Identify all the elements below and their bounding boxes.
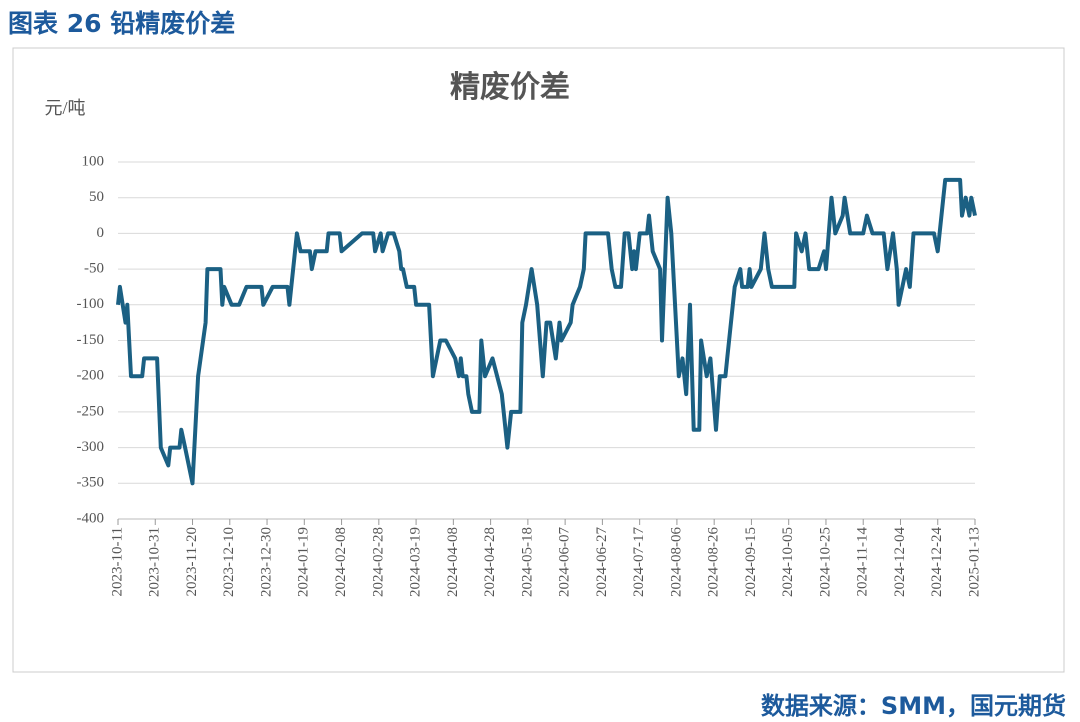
x-tick-label: 2024-12-24 xyxy=(929,527,945,597)
y-tick-label: -400 xyxy=(77,510,105,526)
x-tick-label: 2024-08-26 xyxy=(706,527,722,597)
x-tick-label: 2023-11-20 xyxy=(184,527,200,596)
y-tick-label: -250 xyxy=(77,403,105,419)
chart-title: 精废价差 xyxy=(450,71,570,104)
x-tick-label: 2024-05-18 xyxy=(519,527,535,597)
y-tick-label: -300 xyxy=(77,439,105,455)
x-tick-label: 2024-03-19 xyxy=(408,527,424,597)
x-tick-label: 2024-04-28 xyxy=(482,527,498,597)
x-tick-label: 2024-01-19 xyxy=(296,527,312,597)
x-tick-label: 2023-10-11 xyxy=(109,527,125,596)
y-tick-label: -150 xyxy=(77,332,105,348)
line-series xyxy=(116,177,977,486)
x-tick-label: 2024-04-08 xyxy=(445,527,461,597)
y-tick-label: -100 xyxy=(77,296,105,312)
x-tick-label: 2024-10-05 xyxy=(780,527,796,597)
x-tick-label: 2024-02-28 xyxy=(370,527,386,597)
x-tick-label: 2024-02-08 xyxy=(333,527,349,597)
source: 数据来源：SMM，国元期货 xyxy=(760,692,1066,720)
x-tick-label: 2024-10-25 xyxy=(817,527,833,597)
x-tick-label: 2024-06-27 xyxy=(594,527,610,597)
y-tick-label: 100 xyxy=(82,153,105,169)
y-tick-label: -50 xyxy=(84,261,104,277)
header: 图表 26 铅精废价差 xyxy=(8,9,236,38)
y-tick-label: -350 xyxy=(77,475,105,491)
x-tick-label: 2024-07-17 xyxy=(631,527,647,597)
x-tick-label: 2024-08-06 xyxy=(668,527,684,597)
x-tick-label: 2024-11-14 xyxy=(855,527,871,597)
x-tick-label: 2023-12-10 xyxy=(221,527,237,597)
x-tick-label: 2024-06-07 xyxy=(557,527,573,597)
x-tick-label: 2023-12-30 xyxy=(258,527,274,597)
chart-frame xyxy=(12,47,1065,673)
y-tick-label: 0 xyxy=(97,225,105,241)
x-tick-label: 2023-10-31 xyxy=(147,527,163,597)
y-axis-label: 元/吨 xyxy=(44,98,85,118)
x-tick-label: 2024-12-04 xyxy=(892,527,908,597)
y-tick-label: 50 xyxy=(89,189,104,205)
x-tick-label: 2025-01-13 xyxy=(966,527,982,597)
y-tick-label: -200 xyxy=(77,368,105,384)
x-tick-label: 2024-09-15 xyxy=(743,527,759,597)
